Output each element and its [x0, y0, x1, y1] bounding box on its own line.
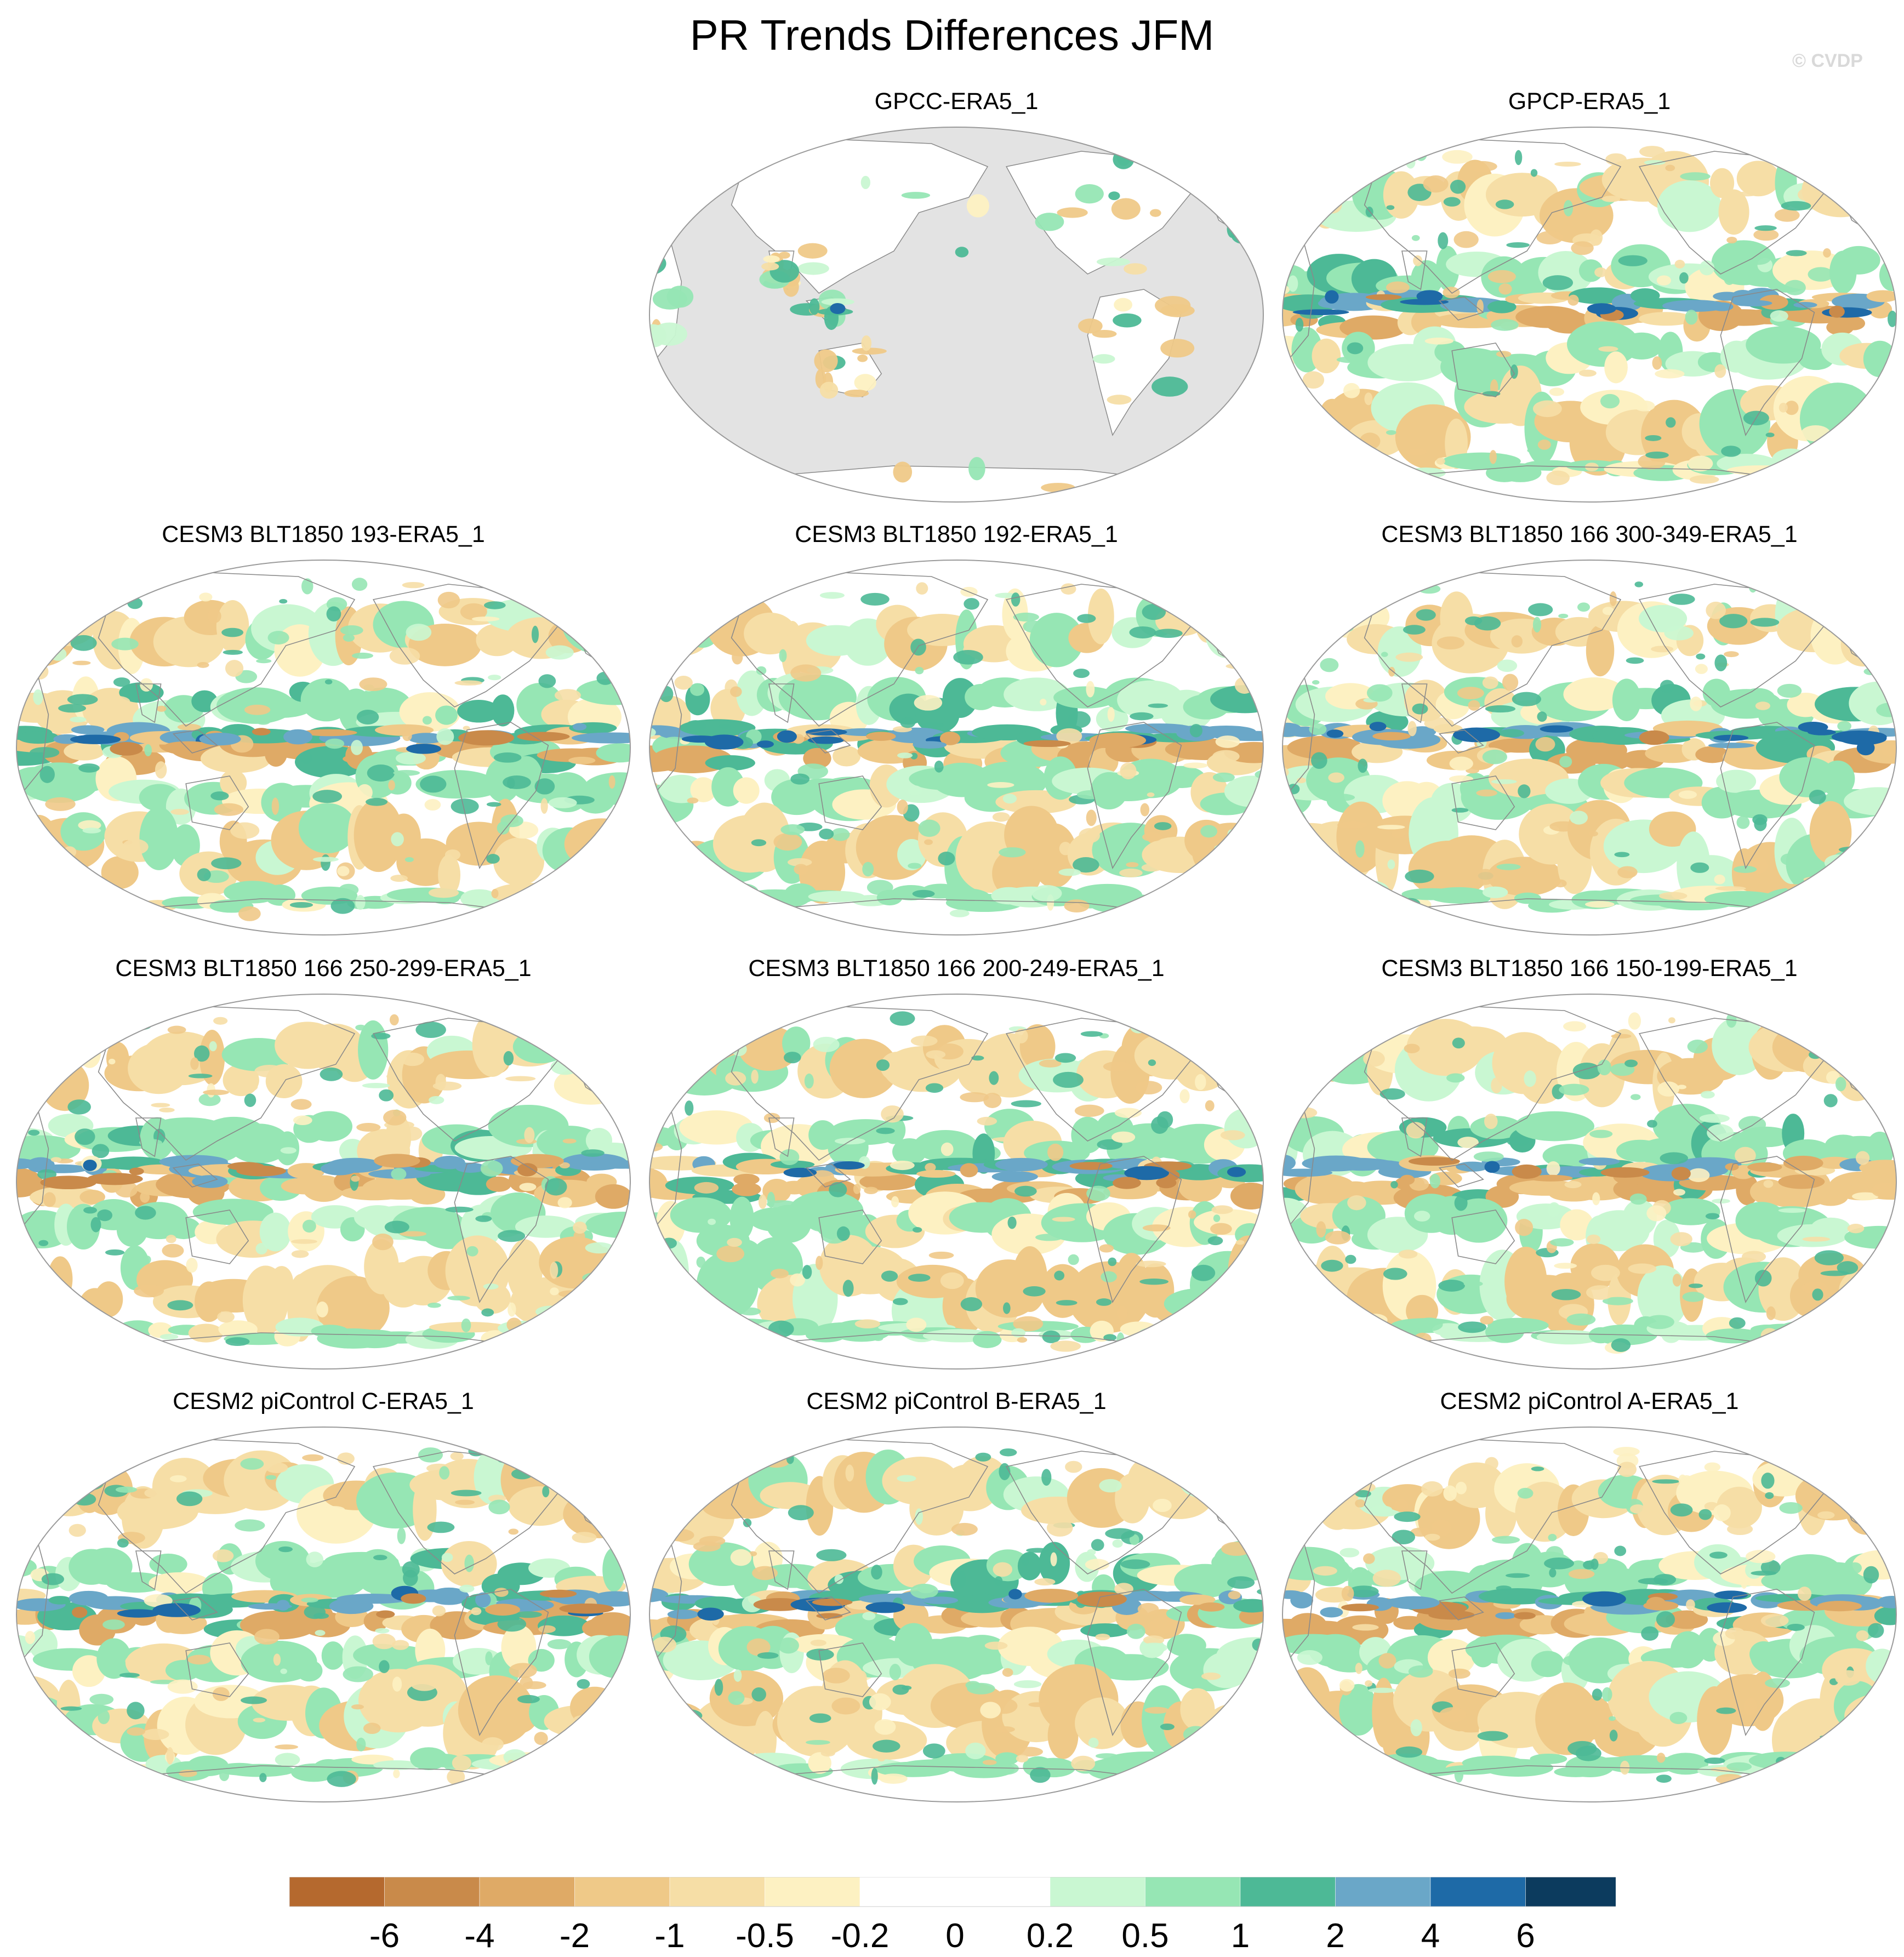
colorbar-tick-label: 0 — [945, 1917, 964, 1955]
equatorial-anomalies — [733, 1157, 1246, 1189]
map-border — [1282, 560, 1897, 935]
colorbar-tick-label: -2 — [560, 1917, 590, 1955]
map-border — [1282, 994, 1897, 1370]
panel-title: CESM3 BLT1850 192-ERA5_1 — [795, 521, 1118, 547]
equatorial-anomalies — [1292, 290, 1872, 321]
panel-title: CESM3 BLT1850 166 150-199-ERA5_1 — [1381, 955, 1798, 982]
trend-field — [649, 1010, 1263, 1352]
equatorial-anomalies — [1326, 722, 1887, 756]
map-globe — [16, 1427, 631, 1802]
map-panel: CESM3 BLT1850 166 300-349-ERA5_1 — [1277, 520, 1902, 936]
colorbar-swatch — [479, 1877, 575, 1907]
map-panel: CESM2 piControl B-ERA5_1 — [644, 1387, 1269, 1803]
colorbar-swatch — [1335, 1877, 1431, 1907]
colorbar-swatch — [1050, 1877, 1145, 1907]
colorbar-tick-label: -0.2 — [831, 1917, 890, 1955]
map-globe — [649, 1427, 1264, 1802]
colorbar-tick-label: -1 — [654, 1917, 685, 1955]
colorbar-swatch — [574, 1877, 670, 1907]
map-globe — [1282, 560, 1897, 935]
colorbar-swatch — [289, 1877, 385, 1907]
trend-field — [649, 582, 1263, 921]
colorbar-swatch — [1240, 1877, 1336, 1907]
colorbar-tick-label: 2 — [1326, 1917, 1344, 1955]
equatorial-anomalies — [40, 1154, 564, 1190]
colorbar-swatch — [1525, 1877, 1616, 1907]
colorbar-tick-label: 1 — [1231, 1917, 1250, 1955]
trend-field — [1282, 580, 1896, 915]
panel-title: GPCC-ERA5_1 — [874, 88, 1039, 115]
map-globe — [649, 994, 1264, 1370]
panel-title: CESM2 piControl A-ERA5_1 — [1440, 1388, 1739, 1414]
panel-title: CESM3 BLT1850 166 250-299-ERA5_1 — [115, 955, 532, 982]
map-panel: GPCP-ERA5_1 — [1277, 87, 1902, 503]
colorbar-tick-label: 0.5 — [1121, 1917, 1168, 1955]
equatorial-anomalies — [1336, 1155, 1825, 1189]
figure-title: PR Trends Differences JFM — [689, 11, 1215, 59]
equatorial-anomalies — [72, 1585, 614, 1618]
map-border — [16, 994, 631, 1370]
map-panel: CESM3 BLT1850 192-ERA5_1 — [644, 520, 1269, 936]
trend-field — [649, 1448, 1263, 1787]
map-panel: CESM3 BLT1850 193-ERA5_1 — [11, 520, 636, 936]
panel-title: CESM3 BLT1850 166 200-249-ERA5_1 — [748, 955, 1165, 982]
colorbar-swatch — [1430, 1877, 1526, 1907]
panel-title: GPCP-ERA5_1 — [1508, 88, 1671, 115]
map-border — [649, 1427, 1264, 1802]
panel-title: CESM3 BLT1850 166 300-349-ERA5_1 — [1381, 521, 1798, 547]
colorbar-swatch — [955, 1877, 1051, 1907]
equatorial-anomalies — [1320, 1590, 1862, 1620]
colorbar-tick-label: -6 — [369, 1917, 400, 1955]
equatorial-anomalies — [70, 723, 587, 756]
colorbar: -6 -4 -2 -1 -0.5 -0.2 0 0.2 0.5 1 2 4 6 — [289, 1877, 1616, 1955]
map-border — [1282, 1427, 1897, 1802]
colorbar-swatch — [859, 1877, 955, 1907]
colorbar-swatch — [1145, 1877, 1241, 1907]
map-border — [16, 560, 631, 935]
panel-title: CESM2 piControl C-ERA5_1 — [173, 1388, 474, 1414]
equatorial-anomalies — [681, 728, 1157, 750]
colorbar-tick-label: 4 — [1421, 1917, 1440, 1955]
map-globe — [16, 560, 631, 935]
map-globe — [1282, 127, 1897, 503]
map-globe — [1282, 1427, 1897, 1802]
anomaly-peak — [830, 303, 846, 314]
map-border — [649, 560, 1264, 935]
map-border — [16, 1427, 631, 1802]
map-globe — [16, 994, 631, 1370]
colorbar-swatch — [384, 1877, 480, 1907]
map-globe — [1282, 994, 1897, 1370]
trend-field — [16, 1446, 630, 1787]
colorbar-swatch — [669, 1877, 765, 1907]
colorbar-tick-label: -0.5 — [736, 1917, 794, 1955]
equatorial-anomalies — [667, 1589, 1225, 1621]
map-panel: CESM3 BLT1850 166 200-249-ERA5_1 — [644, 954, 1269, 1370]
trend-field — [16, 578, 630, 921]
colorbar-tick-label: -4 — [464, 1917, 494, 1955]
map-panel: CESM3 BLT1850 166 150-199-ERA5_1 — [1277, 954, 1902, 1370]
cvdp-watermark: © CVDP — [1792, 50, 1863, 71]
colorbar-tick-label: 6 — [1516, 1917, 1535, 1955]
colorbar-swatch — [765, 1877, 860, 1907]
map-globe — [649, 560, 1264, 935]
map-panel: CESM2 piControl A-ERA5_1 — [1277, 1387, 1902, 1803]
map-border — [649, 994, 1264, 1370]
map-panel: CESM2 piControl C-ERA5_1 — [11, 1387, 636, 1803]
map-panel: CESM3 BLT1850 166 250-299-ERA5_1 — [11, 954, 636, 1370]
map-globe — [649, 127, 1264, 503]
panel-title: CESM2 piControl B-ERA5_1 — [806, 1388, 1107, 1414]
map-border — [649, 127, 1264, 503]
map-border — [1282, 127, 1897, 503]
panel-title: CESM3 BLT1850 193-ERA5_1 — [162, 521, 485, 547]
map-panel: GPCC-ERA5_1 — [644, 87, 1269, 503]
colorbar-tick-label: 0.2 — [1027, 1917, 1074, 1955]
